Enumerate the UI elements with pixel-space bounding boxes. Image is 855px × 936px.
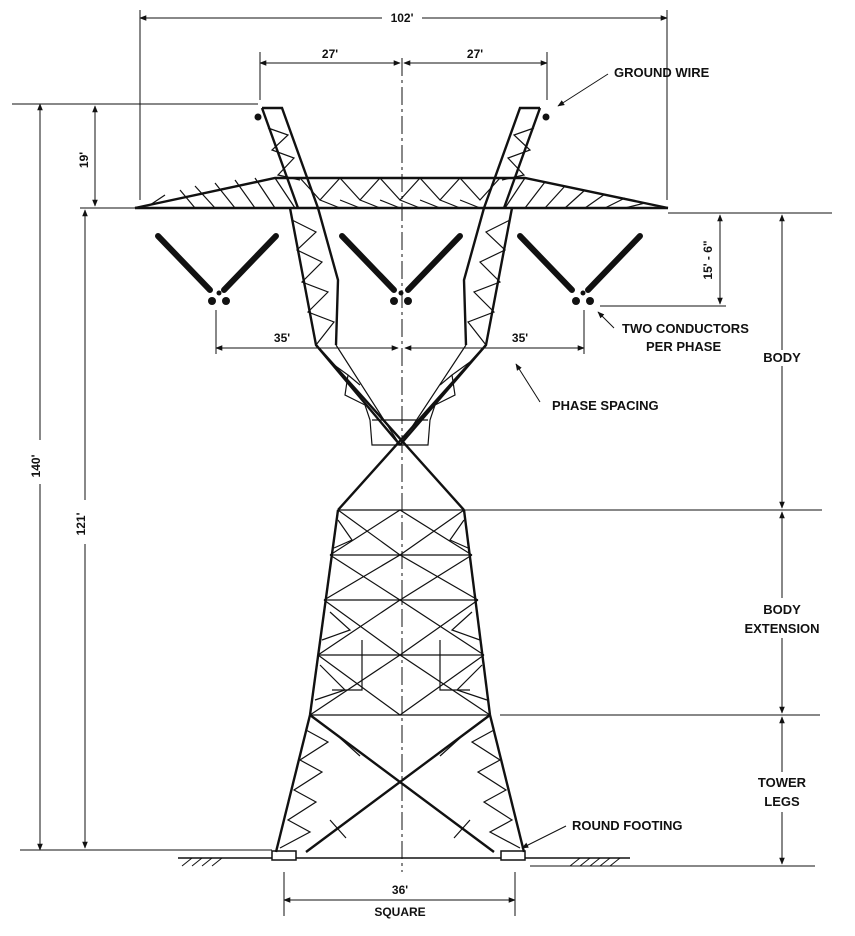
base-width-label: 36' (392, 883, 408, 897)
left-footing (271, 850, 297, 861)
phase-spacing-label: PHASE SPACING (552, 398, 659, 413)
gw-spacing-left-label: 27' (322, 47, 338, 61)
base-note-label: SQUARE (374, 905, 425, 919)
body-section-label: BODY (763, 350, 801, 365)
insulator-drop-label: 15' - 6" (701, 240, 715, 279)
conductor-bundles (208, 290, 594, 305)
right-footing (500, 850, 526, 861)
round-footing-label: ROUND FOOTING (572, 818, 683, 833)
ground-wire-right (542, 113, 550, 121)
body-extension-label-line1: BODY (763, 602, 801, 617)
body-height-label: 121' (74, 512, 88, 535)
tower-legs-label-line2: LEGS (764, 794, 800, 809)
ground-wire-label: GROUND WIRE (614, 65, 710, 80)
tower-structure (134, 106, 669, 853)
phase-spacing-left-label: 35' (274, 331, 290, 345)
tower-legs-label-line1: TOWER (758, 775, 807, 790)
body-extension-label-line2: EXTENSION (744, 621, 819, 636)
ground-line (178, 857, 630, 867)
overall-width-label: 102' (391, 11, 414, 25)
ground-wire-left (254, 113, 262, 121)
overall-height-label: 140' (29, 454, 43, 477)
top-height-label: 19' (77, 152, 91, 168)
phase-spacing-right-label: 35' (512, 331, 528, 345)
conductors-label-line2: PER PHASE (646, 339, 721, 354)
insulator-strings (155, 233, 643, 293)
callout-leaders (515, 73, 615, 849)
conductors-label-line1: TWO CONDUCTORS (622, 321, 749, 336)
gw-spacing-right-label: 27' (467, 47, 483, 61)
